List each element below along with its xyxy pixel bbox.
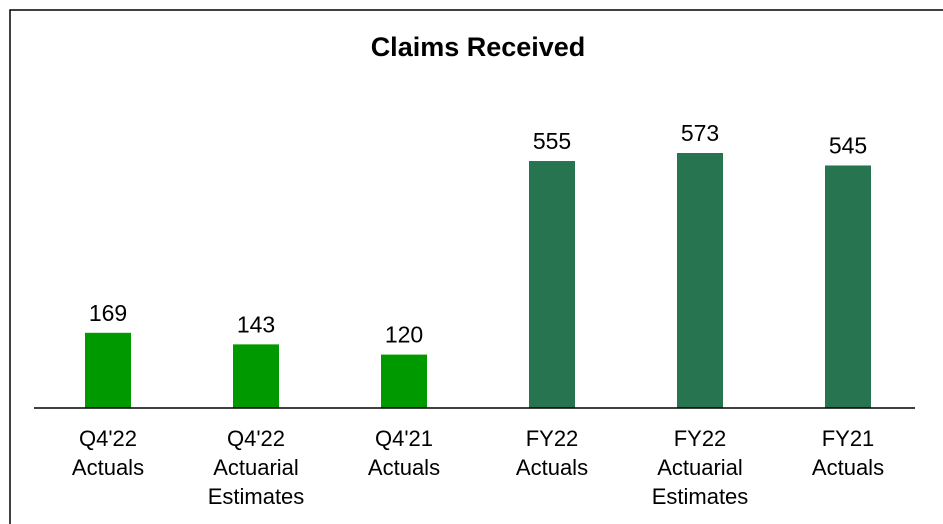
data-label: 169 — [89, 300, 127, 326]
bar — [381, 354, 427, 408]
frame — [9, 9, 943, 524]
bar — [233, 344, 279, 408]
bar — [529, 161, 575, 408]
data-label: 120 — [385, 322, 423, 348]
x-tick-label: Q4'22 Actuals — [71, 426, 145, 480]
x-tick-label: FY22 Actuals — [515, 426, 589, 480]
chart-title: Claims Received — [371, 32, 586, 62]
bar — [85, 332, 131, 408]
data-label: 573 — [681, 120, 719, 146]
bar — [825, 165, 871, 408]
x-tick-label: Q4'21 Actuals — [367, 426, 441, 480]
x-tick-label: Q4'22 Actuarial Estimates — [207, 426, 305, 509]
x-tick-label: FY21 Actuals — [811, 426, 885, 480]
data-label: 555 — [533, 128, 571, 154]
data-label: 545 — [829, 132, 867, 158]
bar — [677, 153, 723, 408]
x-tick-label: FY22 Actuarial Estimates — [651, 426, 749, 509]
data-label: 143 — [237, 311, 275, 337]
